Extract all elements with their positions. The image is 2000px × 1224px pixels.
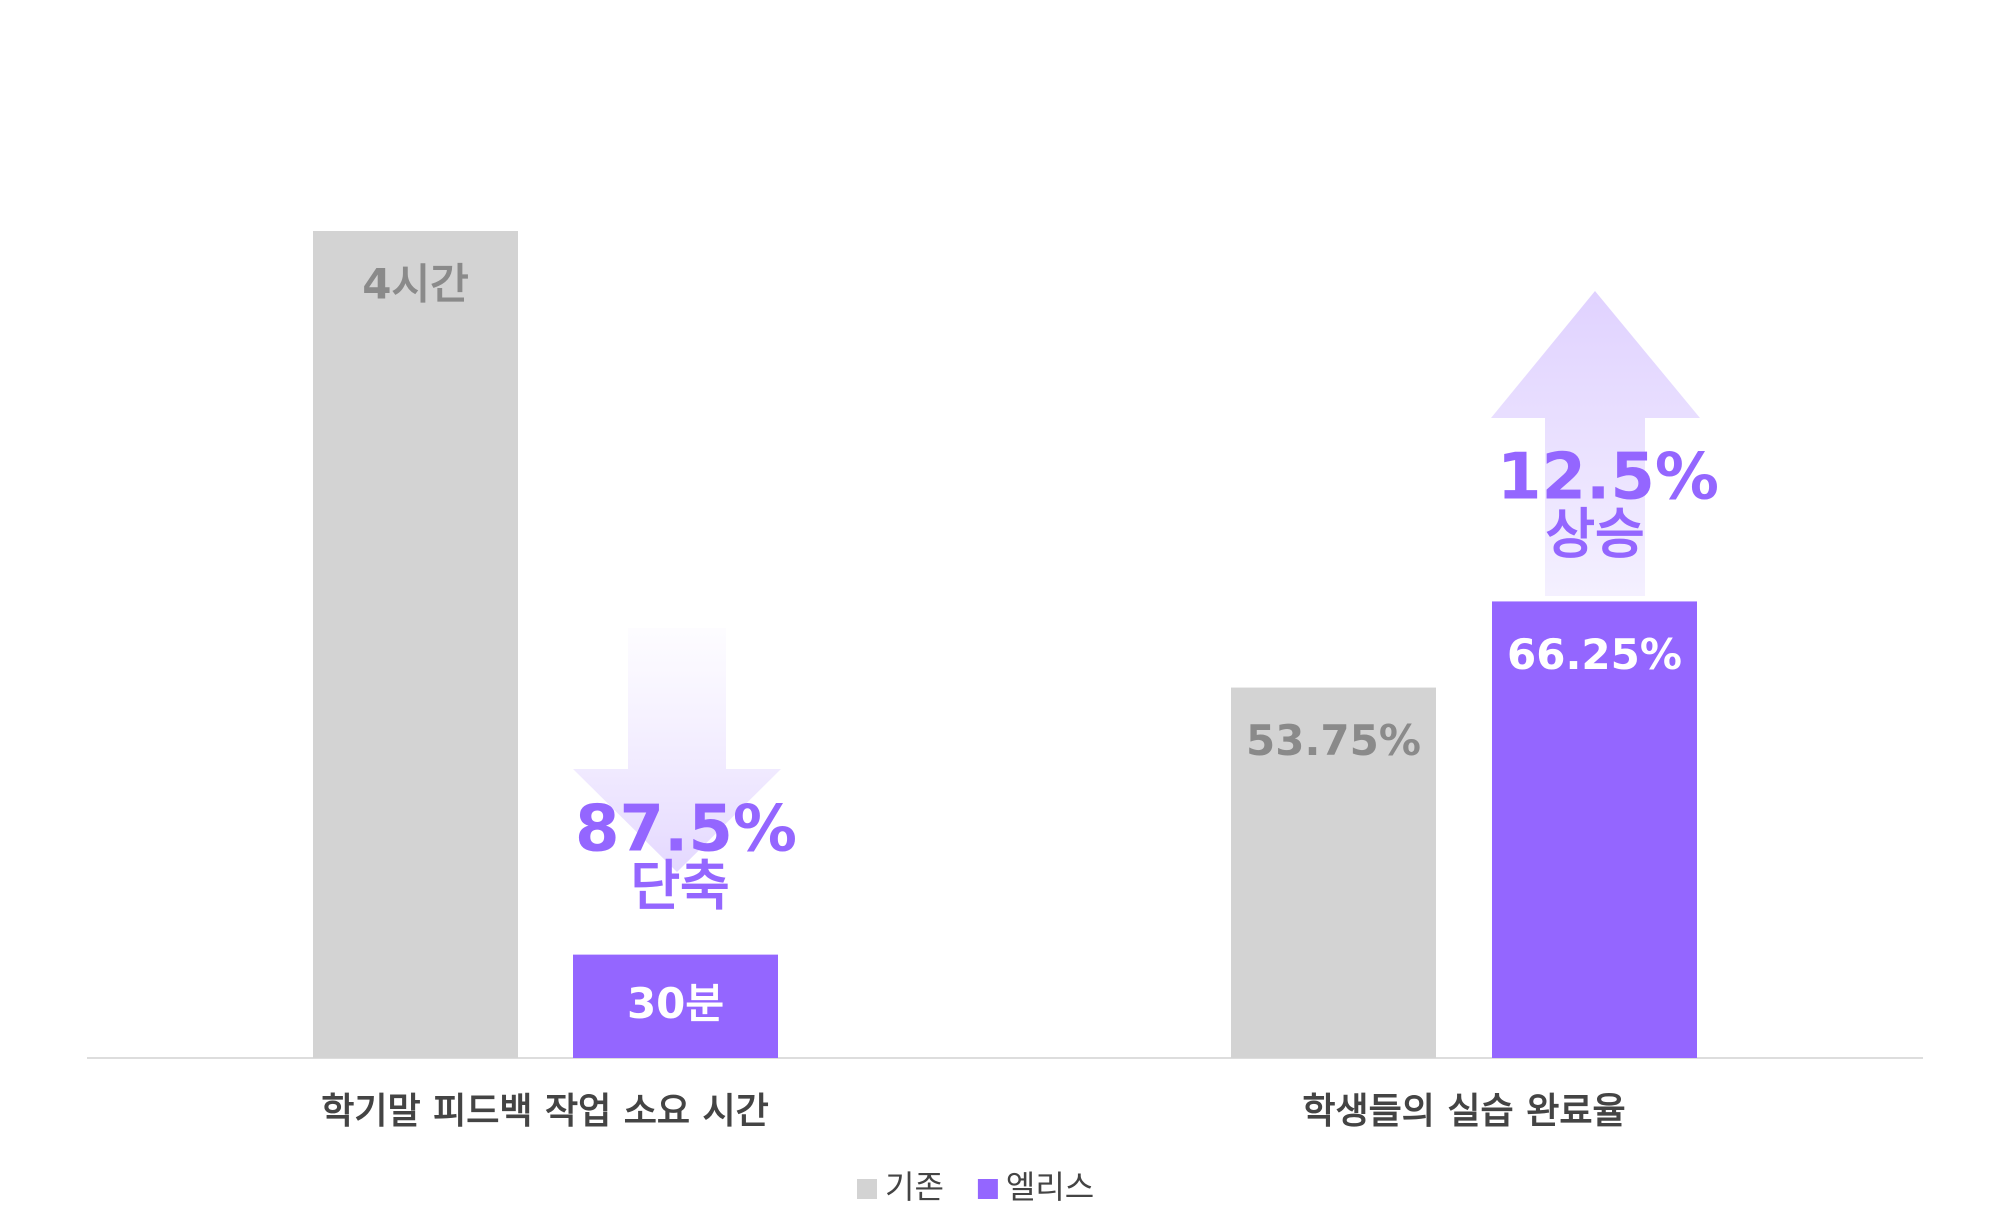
annotation: 87.5%	[575, 793, 797, 867]
value-label: 66.25%	[1507, 630, 1682, 679]
bar	[1492, 601, 1697, 1058]
legend-swatch	[857, 1179, 877, 1199]
bar	[313, 231, 518, 1058]
up-arrow	[1491, 291, 1700, 596]
x-tick-label: 학생들의 실습 완료율	[1302, 1091, 1625, 1132]
down-arrow	[573, 628, 781, 872]
legend-swatch	[977, 1179, 998, 1199]
value-label: 53.75%	[1246, 716, 1421, 765]
annotation: 상승	[1545, 503, 1644, 566]
legend-label: 엘리스	[1006, 1168, 1094, 1206]
annotation: 단축	[630, 855, 729, 918]
value-label: 30분	[627, 979, 724, 1028]
annotation: 12.5%	[1497, 441, 1719, 515]
value-label: 4시간	[362, 260, 469, 309]
x-tick-label: 학기말 피드백 작업 소요 시간	[321, 1091, 769, 1132]
legend-label: 기존	[885, 1168, 944, 1206]
bar	[1231, 687, 1436, 1058]
bar	[573, 954, 778, 1058]
